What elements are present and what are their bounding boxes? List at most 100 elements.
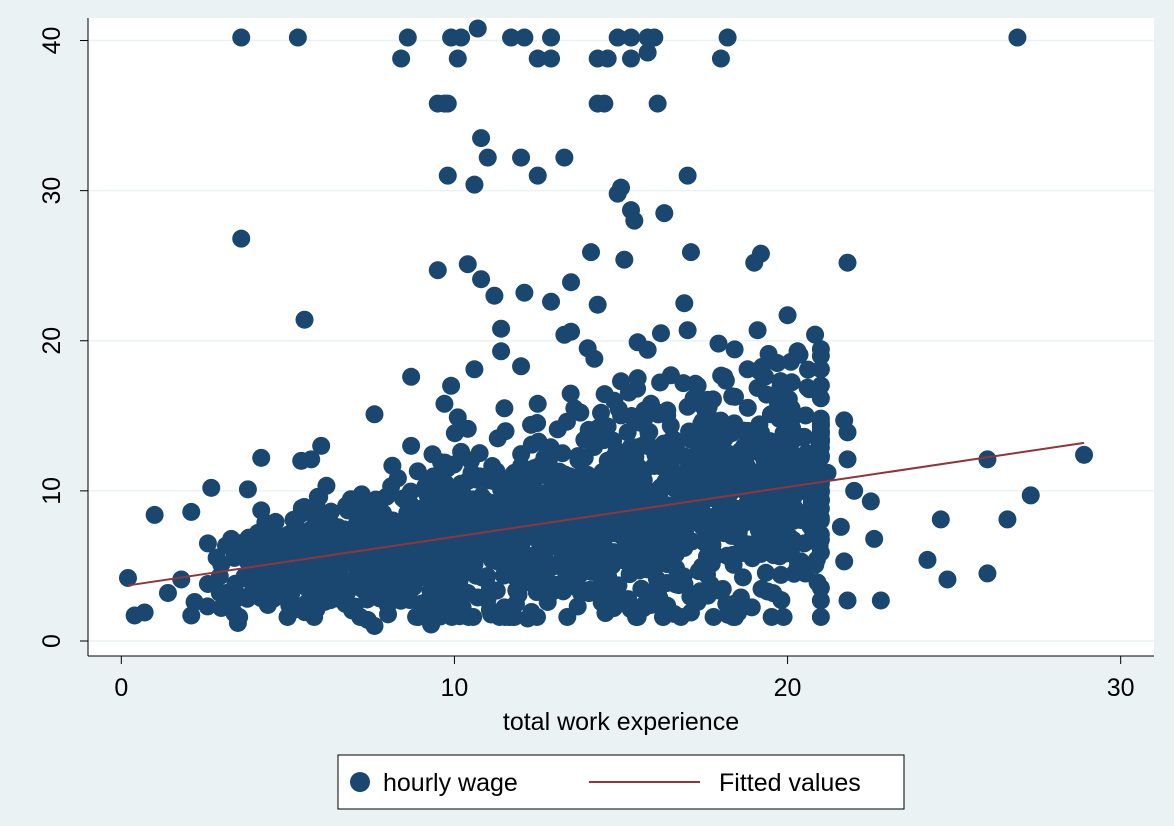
- data-point-29: [648, 94, 667, 113]
- data-point-cloud-72: [661, 416, 680, 435]
- data-point-cloud-1437: [656, 438, 675, 457]
- data-point-cloud-969: [558, 607, 577, 626]
- data-point-cloud-1423: [316, 518, 335, 537]
- data-point-7: [515, 28, 534, 47]
- data-point-cloud-1434: [731, 441, 750, 460]
- data-point-cloud-1425: [599, 569, 618, 588]
- data-point-cloud-1380: [774, 607, 793, 626]
- data-point-cloud-75: [811, 607, 830, 626]
- data-point-cloud-1258: [424, 573, 443, 592]
- data-point-cloud-1459: [738, 421, 757, 440]
- data-point-cloud-1365: [377, 487, 396, 506]
- data-point-cloud-1495: [690, 474, 709, 493]
- data-point-103: [312, 436, 331, 455]
- data-point-cloud-1419: [373, 560, 392, 579]
- data-point-cloud-1293: [604, 599, 623, 618]
- data-point-cloud-1011: [480, 600, 499, 619]
- data-point-cloud-1397: [538, 492, 557, 511]
- data-point-cloud-1318: [579, 420, 598, 439]
- data-point-41: [655, 204, 674, 223]
- legend-label-hourly-wage: hourly wage: [383, 769, 518, 797]
- data-point-136: [978, 564, 997, 583]
- data-point-110: [182, 502, 201, 521]
- data-point-66: [678, 321, 697, 340]
- data-point-0: [232, 28, 251, 47]
- data-point-28: [595, 94, 614, 113]
- x-tick-label-10: 10: [441, 674, 469, 702]
- data-point-cloud-1261: [507, 581, 526, 600]
- data-point-cloud-1456: [674, 476, 693, 495]
- data-point-88: [528, 394, 547, 413]
- data-point-cloud-1343: [811, 412, 830, 431]
- data-point-cloud-1280: [685, 431, 704, 450]
- data-point-cloud-992: [709, 581, 728, 600]
- data-point-cloud-1424: [480, 542, 499, 561]
- data-point-60: [492, 319, 511, 338]
- data-point-cloud-1195: [429, 536, 448, 555]
- data-point-116: [135, 603, 154, 622]
- data-point-10: [621, 28, 640, 47]
- legend-marker-hourly-wage: [350, 772, 370, 792]
- data-point-cloud-1410: [530, 532, 549, 551]
- data-point-cloud-888: [790, 345, 809, 364]
- data-point-cloud-1409: [637, 502, 656, 521]
- data-point-132: [865, 529, 884, 548]
- data-point-cloud-1353: [522, 559, 541, 578]
- data-point-cloud-1386: [603, 584, 622, 603]
- data-point-cloud-1243: [796, 564, 815, 583]
- data-point-cloud-1123: [684, 389, 703, 408]
- data-point-129: [838, 591, 857, 610]
- data-point-cloud-1417: [640, 422, 659, 441]
- data-point-131: [871, 591, 890, 610]
- data-point-105: [838, 450, 857, 469]
- data-point-cloud-1488: [316, 571, 335, 590]
- data-point-134: [931, 510, 950, 529]
- data-point-cloud-999: [689, 562, 708, 581]
- data-point-133: [918, 550, 937, 569]
- data-point-cloud-1257: [674, 374, 693, 393]
- data-point-cloud-1274: [278, 607, 297, 626]
- data-point-74: [492, 342, 511, 361]
- data-point-cloud-1202: [743, 549, 762, 568]
- data-point-cloud-1464: [299, 530, 318, 549]
- data-point-cloud-1471: [708, 470, 727, 489]
- data-point-cloud-1175: [411, 594, 430, 613]
- data-point-cloud-181: [671, 607, 690, 626]
- data-point-cloud-1115: [811, 360, 830, 379]
- data-point-cloud-1309: [557, 412, 576, 431]
- data-point-cloud-426: [704, 607, 723, 626]
- data-point-cloud-1489: [626, 438, 645, 457]
- data-point-cloud-979: [569, 447, 588, 466]
- data-point-cloud-1450: [686, 506, 705, 525]
- data-point-102: [302, 450, 321, 469]
- data-point-cloud-1032: [310, 488, 329, 507]
- data-point-15: [392, 49, 411, 68]
- data-point-100: [252, 448, 271, 467]
- data-point-cloud-1469: [333, 572, 352, 591]
- data-point-cloud-1286: [544, 526, 563, 545]
- data-point-cloud-1494: [716, 442, 735, 461]
- y-tick-label-20: 20: [38, 327, 66, 355]
- data-point-5: [468, 19, 487, 38]
- data-point-cloud-1333: [412, 507, 431, 526]
- data-point-cloud-1241: [321, 502, 340, 521]
- data-point-cloud-1420: [695, 533, 714, 552]
- data-point-cloud-1046: [383, 456, 402, 475]
- data-point-21: [621, 49, 640, 68]
- data-point-cloud-1298: [657, 498, 676, 517]
- data-point-cloud-689: [512, 445, 531, 464]
- data-point-68: [778, 306, 797, 325]
- x-axis-title: total work experience: [503, 708, 739, 736]
- data-point-cloud-1183: [764, 584, 783, 603]
- data-point-cloud-1201: [629, 458, 648, 477]
- data-point-cloud-1490: [590, 550, 609, 569]
- data-point-cloud-19: [806, 325, 825, 344]
- data-point-cloud-1451: [775, 436, 794, 455]
- data-point-cloud-1094: [620, 565, 639, 584]
- data-point-36: [528, 166, 547, 185]
- data-point-cloud-692: [628, 369, 647, 388]
- data-point-cloud-1468: [500, 607, 519, 626]
- data-point-cloud-883: [651, 373, 670, 392]
- data-point-40: [625, 211, 644, 230]
